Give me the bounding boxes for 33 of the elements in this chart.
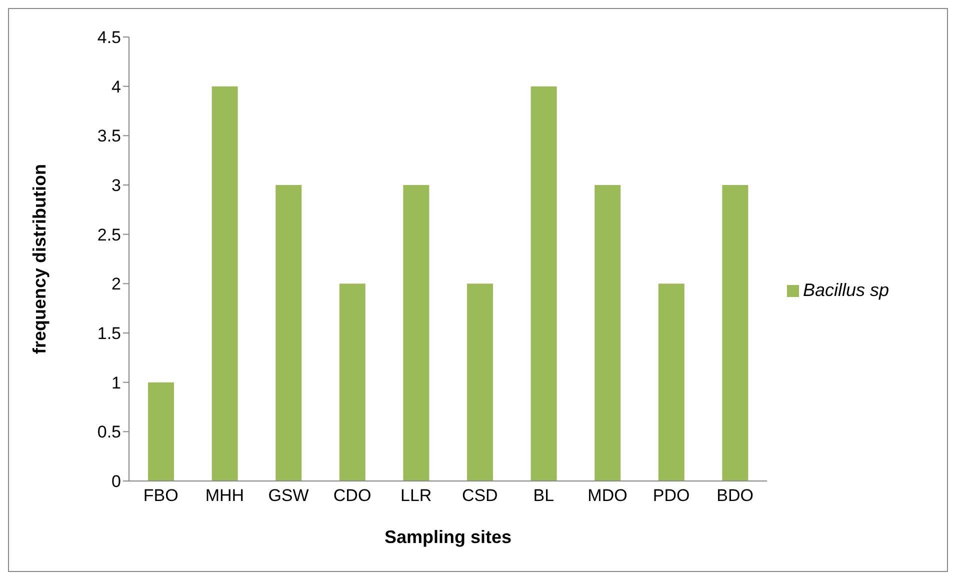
bar <box>276 185 302 481</box>
bar <box>658 284 684 481</box>
y-tick-label: 4.5 <box>97 28 121 48</box>
x-tick-label: BDO <box>716 486 754 506</box>
x-tick-label: GSW <box>268 486 309 506</box>
y-axis-title: frequency distribution <box>29 164 50 354</box>
x-tick-label: BL <box>533 486 554 506</box>
x-tick-label: FBO <box>143 486 178 506</box>
legend-label: Bacillus sp <box>803 280 890 300</box>
x-tick-label: MDO <box>588 486 628 506</box>
bar <box>212 86 238 481</box>
bar <box>148 382 174 481</box>
y-tick-label: 1 <box>112 373 121 392</box>
y-tick-label: 1.5 <box>97 324 121 344</box>
y-tick-label: 3.5 <box>97 126 121 146</box>
y-tick-label: 2.5 <box>97 225 121 244</box>
x-tick-label: CDO <box>333 486 372 506</box>
bar <box>530 86 557 481</box>
x-tick-label: LLR <box>400 486 432 506</box>
bar <box>339 284 366 481</box>
x-tick-label: PDO <box>652 486 690 506</box>
x-axis-title: Sampling sites <box>384 527 512 547</box>
bar <box>722 185 748 481</box>
y-tick-label: 0 <box>112 472 121 492</box>
y-tick-label: 2 <box>112 274 121 294</box>
x-tick-label: MHH <box>205 486 244 506</box>
y-tick-label: 4 <box>112 77 121 96</box>
y-tick-label: 3 <box>112 176 121 196</box>
bar <box>594 185 621 481</box>
bar <box>403 185 430 481</box>
x-tick-label: CSD <box>462 486 498 506</box>
y-tick-label: 0.5 <box>97 422 121 442</box>
bar <box>467 284 493 481</box>
